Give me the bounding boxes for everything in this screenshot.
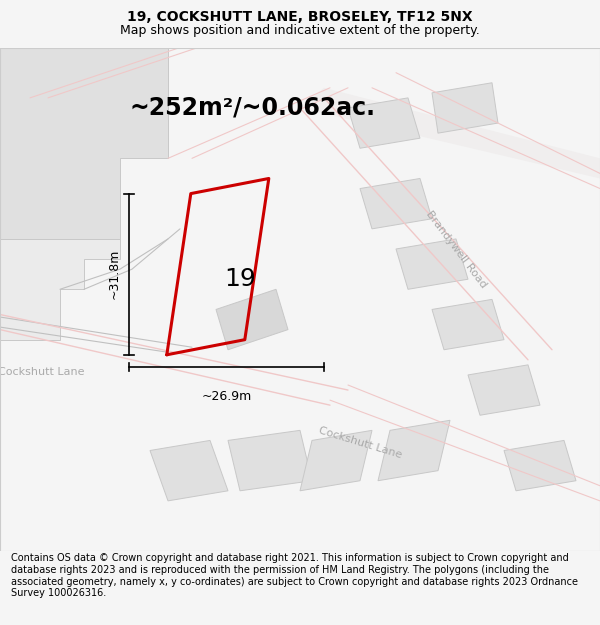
Polygon shape — [300, 431, 372, 491]
Polygon shape — [0, 239, 120, 339]
Polygon shape — [396, 239, 468, 289]
Text: Cockshutt Lane: Cockshutt Lane — [0, 368, 84, 378]
Text: 19, COCKSHUTT LANE, BROSELEY, TF12 5NX: 19, COCKSHUTT LANE, BROSELEY, TF12 5NX — [127, 11, 473, 24]
Polygon shape — [150, 441, 228, 501]
Polygon shape — [216, 289, 288, 350]
Polygon shape — [360, 179, 432, 229]
Text: 19: 19 — [224, 268, 256, 291]
Text: Brandywell Road: Brandywell Road — [424, 209, 488, 289]
Text: ~31.8m: ~31.8m — [107, 249, 121, 299]
Text: Cockshutt Lane: Cockshutt Lane — [317, 426, 403, 461]
Text: ~252m²/~0.062ac.: ~252m²/~0.062ac. — [129, 96, 375, 120]
Text: ~26.9m: ~26.9m — [202, 390, 251, 403]
Polygon shape — [378, 420, 450, 481]
Polygon shape — [432, 82, 498, 133]
Polygon shape — [300, 88, 600, 179]
Polygon shape — [432, 299, 504, 350]
Polygon shape — [504, 441, 576, 491]
Text: Map shows position and indicative extent of the property.: Map shows position and indicative extent… — [120, 24, 480, 37]
Polygon shape — [468, 365, 540, 415]
Text: Contains OS data © Crown copyright and database right 2021. This information is : Contains OS data © Crown copyright and d… — [11, 554, 578, 598]
Polygon shape — [0, 48, 168, 239]
Polygon shape — [348, 98, 420, 148]
Polygon shape — [228, 431, 312, 491]
